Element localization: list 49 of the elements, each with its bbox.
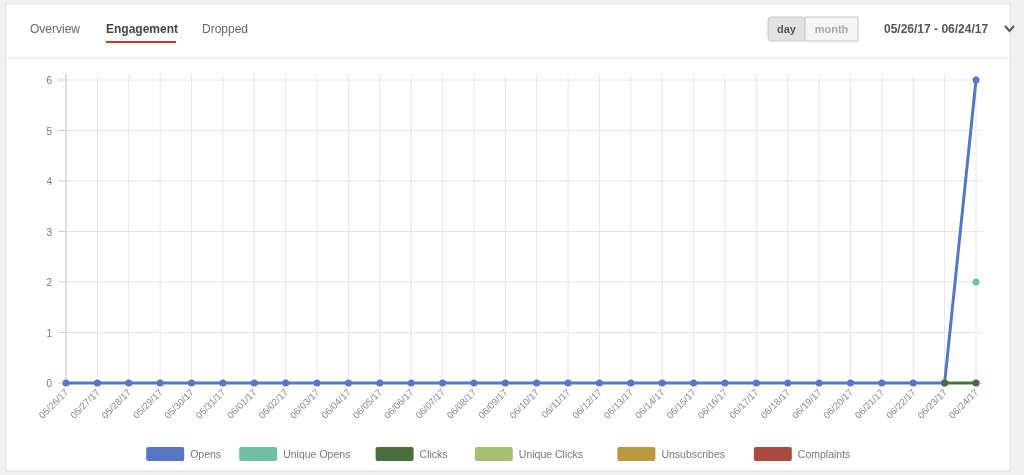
point [846,379,854,387]
text: Engagement [106,22,179,36]
point [188,379,196,387]
y-tick-label: 3 [46,226,53,238]
y-tick-label: 0 [46,378,53,389]
text: Overview [30,22,81,36]
legend-label: Clicks [419,448,448,460]
legend-label: Unique Clicks [518,448,583,460]
point [156,379,164,387]
y-tick-label: 6 [46,75,53,86]
legend-label: Unsubscribes [661,448,726,460]
point [752,379,760,387]
legend-label: Unique Opens [283,448,351,460]
point [439,379,447,387]
point [972,76,980,84]
point [501,379,509,387]
point [470,379,478,387]
point [219,379,227,387]
point [533,379,541,387]
text: 05/26/17 - 06/24/17 [884,22,989,36]
text: month [814,23,849,35]
point [721,379,729,387]
point [972,379,980,387]
point [909,379,917,387]
point [627,379,635,387]
point [690,379,698,387]
point [564,379,572,387]
legend-label: Complaints [797,448,851,460]
point [658,379,666,387]
y-tick-label: 1 [46,327,53,339]
point [784,379,792,387]
text: Dropped [202,22,249,36]
point [125,379,133,387]
point [282,379,290,387]
point [595,379,603,387]
y-tick-label: 4 [46,176,53,187]
point [878,379,886,387]
text: day [777,23,797,35]
point [313,379,321,387]
point [344,379,352,387]
y-tick-label: 2 [46,277,53,288]
point [62,379,70,387]
legend-label: Opens [190,448,222,460]
point [815,379,823,387]
y-tick-label: 5 [46,125,53,137]
point [93,379,101,387]
point [376,379,384,387]
point [250,379,258,387]
point [407,379,415,387]
